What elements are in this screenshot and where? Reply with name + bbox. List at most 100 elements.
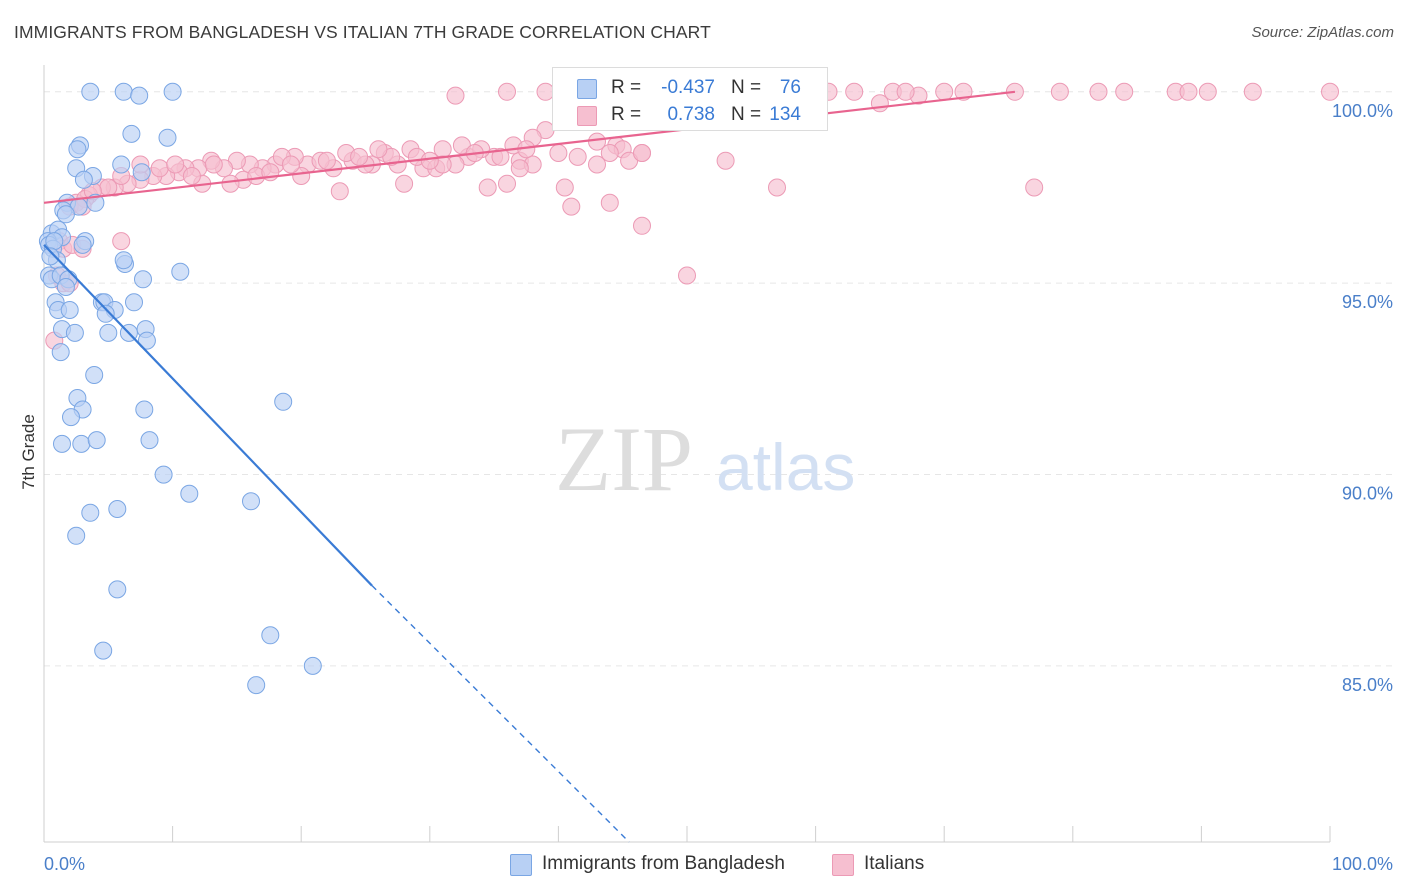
y-tick-label: 95.0% xyxy=(1342,292,1393,312)
italians-point xyxy=(204,155,223,174)
italians-point xyxy=(446,86,465,105)
italians-point xyxy=(281,155,300,174)
italians-point xyxy=(954,82,973,101)
italians-point xyxy=(498,174,516,193)
bangladesh-point xyxy=(134,270,152,289)
bangladesh-point xyxy=(171,262,190,281)
italians-point xyxy=(588,155,606,174)
y-tick-label: 90.0% xyxy=(1342,484,1393,504)
r-label: R = xyxy=(611,77,642,98)
italians-point xyxy=(150,159,169,178)
italians-point xyxy=(633,216,651,235)
bangladesh-point xyxy=(303,656,322,675)
bangladesh-point xyxy=(81,503,100,522)
italians-point xyxy=(633,144,651,162)
y-tick-label: 85.0% xyxy=(1342,675,1393,695)
italians-point xyxy=(678,266,696,285)
bangladesh-point xyxy=(242,492,260,511)
italians-point xyxy=(896,82,915,101)
bangladesh-point xyxy=(74,170,93,189)
bangladesh-point xyxy=(163,82,182,101)
x-tick-label: 100.0% xyxy=(1332,854,1393,874)
italians-point xyxy=(568,147,587,166)
bangladesh-point xyxy=(60,301,79,319)
stats-row-bangladesh: R = -0.437 N = 76 xyxy=(553,74,827,102)
bangladesh-point xyxy=(112,155,131,174)
italians-point xyxy=(935,82,954,101)
bangladesh-point xyxy=(94,641,113,660)
italians-point xyxy=(1050,82,1069,101)
stats-row-italians: R = 0.738 N = 134 xyxy=(553,101,827,129)
italians-point xyxy=(317,151,336,170)
n-label: N = xyxy=(731,104,762,125)
italians-point xyxy=(1179,82,1198,101)
bangladesh-point xyxy=(114,251,133,270)
bangladesh-point xyxy=(62,408,80,427)
bangladesh-point xyxy=(68,140,87,159)
bangladesh-point xyxy=(41,247,60,266)
italians-point xyxy=(870,94,889,113)
bangladesh-point xyxy=(81,82,100,101)
bangladesh-trend-line xyxy=(43,244,373,587)
bangladesh-point xyxy=(154,465,173,484)
italians-point xyxy=(510,159,529,178)
n-value: 134 xyxy=(769,104,801,125)
bangladesh-point xyxy=(130,86,149,105)
italians-point xyxy=(420,151,439,170)
bangladesh-point xyxy=(72,434,91,453)
r-value: -0.437 xyxy=(661,77,715,98)
italians-point xyxy=(1243,82,1262,101)
italians-point xyxy=(292,167,311,185)
bangladesh-point xyxy=(53,434,71,453)
bangladesh-point xyxy=(108,580,127,599)
bangladesh-point xyxy=(108,500,127,518)
n-label: N = xyxy=(731,77,762,98)
italians-point xyxy=(182,167,201,185)
bangladesh-point xyxy=(51,343,70,362)
bangladesh-point xyxy=(85,366,104,384)
italians-point xyxy=(1321,82,1339,101)
legend-label: Italians xyxy=(864,853,925,874)
bangladesh-point xyxy=(99,323,118,342)
italians-point xyxy=(99,178,118,197)
italians-point xyxy=(845,82,864,101)
italians-point xyxy=(600,144,619,162)
italians-point xyxy=(330,182,349,201)
trend-lines xyxy=(43,90,1016,843)
series-legend: Immigrants from Bangladesh Italians xyxy=(0,852,1406,878)
italians-point xyxy=(350,147,369,166)
italians-point xyxy=(112,232,131,251)
italians-trend-line xyxy=(43,90,1016,204)
bangladesh-point xyxy=(86,193,105,212)
bangladesh-point xyxy=(56,278,75,296)
watermark-atlas: atlas xyxy=(716,430,855,504)
source-label: Source: ZipAtlas.com xyxy=(1251,24,1394,41)
bangladesh-point xyxy=(135,400,154,419)
italians-point xyxy=(549,144,568,162)
italians-point xyxy=(1089,82,1108,101)
italians-point xyxy=(716,151,735,170)
italians-legend-swatch xyxy=(832,854,854,876)
bangladesh-point xyxy=(65,323,84,342)
italians-point xyxy=(1025,178,1044,197)
italians-point xyxy=(562,197,581,216)
x-tick-label: 0.0% xyxy=(44,854,85,874)
bangladesh-point xyxy=(158,128,177,147)
italians-point xyxy=(1115,82,1134,101)
y-tick-label: 100.0% xyxy=(1332,101,1393,121)
bangladesh-trend-extension xyxy=(371,585,630,843)
bangladesh-point xyxy=(67,526,86,545)
r-value: 0.738 xyxy=(667,104,715,125)
chart-title: IMMIGRANTS FROM BANGLADESH VS ITALIAN 7T… xyxy=(14,22,711,42)
watermark-zip: ZIP xyxy=(555,408,693,510)
y-axis-label: 7th Grade xyxy=(19,414,38,490)
italians-point xyxy=(369,140,388,159)
bangladesh-point xyxy=(140,431,159,450)
legend-label: Immigrants from Bangladesh xyxy=(542,853,785,874)
bangladesh-point xyxy=(56,205,75,224)
bangladesh-point xyxy=(45,232,64,251)
italians-point xyxy=(395,174,414,193)
stats-legend: R = -0.437 N = 76 R = 0.738 N = 134 xyxy=(552,67,828,131)
italians-point xyxy=(768,178,786,197)
